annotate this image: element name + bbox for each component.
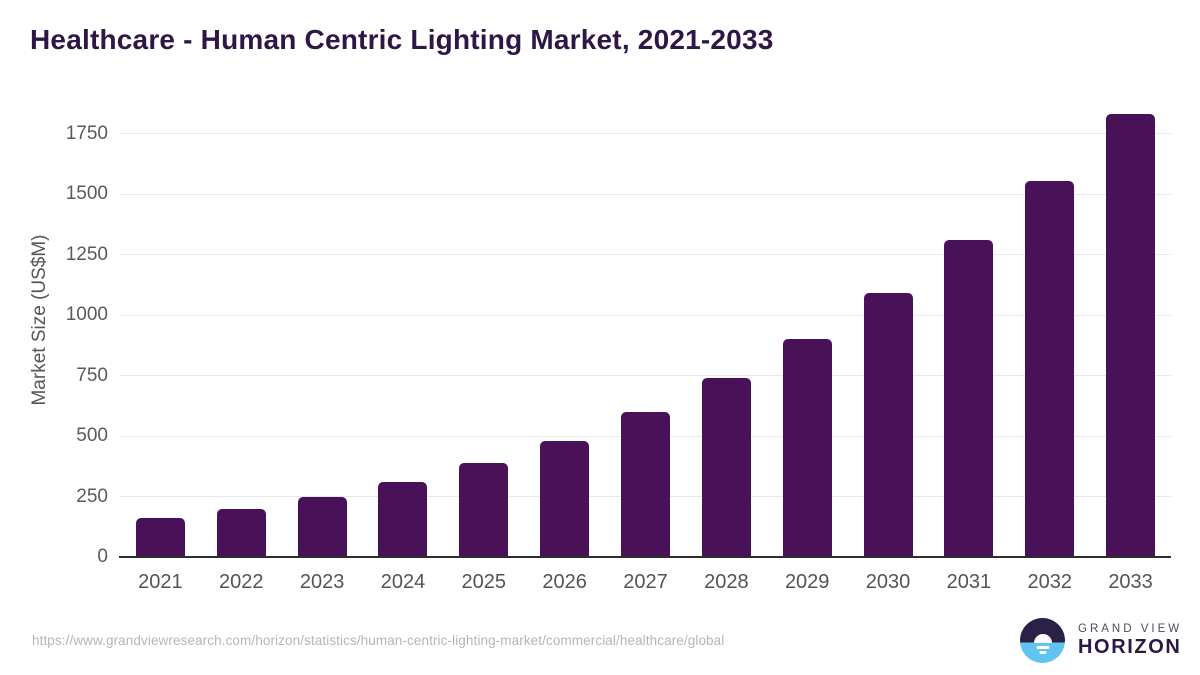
bar-2031 [944, 239, 994, 557]
sun-reflection-line [1036, 646, 1049, 649]
bar-2026 [540, 440, 590, 557]
y-tick-label-1000: 1000 [65, 304, 108, 325]
x-tick-label-2027: 2027 [623, 571, 668, 593]
gridline-750 [120, 375, 1171, 376]
y-tick-label-1500: 1500 [65, 183, 108, 204]
x-tick-label-2025: 2025 [461, 571, 507, 593]
x-tick-label-2022: 2022 [219, 571, 264, 593]
x-tick-label-2023: 2023 [299, 571, 345, 593]
y-tick-label-250: 250 [76, 485, 108, 507]
x-tick-label-2021: 2021 [138, 571, 183, 593]
gridline-1000 [120, 314, 1171, 316]
y-tick-label-500: 500 [76, 425, 108, 446]
x-tick-label-2033: 2033 [1108, 571, 1153, 593]
y-tick-label-750: 750 [76, 364, 108, 386]
x-tick-label-2024: 2024 [380, 571, 426, 593]
sun-dome-shape [1033, 634, 1052, 643]
bar-2024 [378, 481, 428, 557]
logo-text: GRAND VIEW HORIZON [1078, 623, 1182, 659]
y-tick-label-1750: 1750 [65, 122, 108, 144]
x-tick-label-2032: 2032 [1027, 571, 1072, 593]
bar-2033 [1106, 114, 1156, 557]
bar-2032 [1025, 180, 1075, 557]
bar-2027 [621, 411, 670, 557]
bar-2028 [701, 377, 751, 557]
gridline-1500 [120, 193, 1171, 195]
chart-title: Healthcare - Human Centric Lighting Mark… [30, 24, 774, 55]
bar-2021 [135, 518, 185, 557]
sun-reflection-line [1039, 651, 1046, 654]
grandview-horizon-logo: GRAND VIEW HORIZON [1020, 618, 1182, 663]
bar-2022 [216, 508, 266, 557]
x-axis-line [119, 556, 1171, 558]
x-tick-label-2028: 2028 [704, 571, 749, 593]
bar-2029 [782, 339, 832, 557]
gridline-1250 [120, 254, 1171, 255]
x-tick-label-2031: 2031 [946, 571, 992, 593]
horizon-sun-icon [1020, 618, 1065, 663]
y-tick-label-0: 0 [97, 546, 108, 567]
x-tick-label-2030: 2030 [865, 571, 911, 593]
logo-text-horizon: HORIZON [1078, 635, 1182, 658]
logo-text-grandview: GRAND VIEW [1078, 622, 1183, 635]
bar-2030 [863, 293, 913, 557]
gridline-1750 [120, 133, 1171, 134]
y-tick-label-1250: 1250 [65, 243, 108, 265]
source-url: https://www.grandviewresearch.com/horizo… [32, 633, 725, 648]
bar-2023 [297, 496, 347, 557]
bar-2025 [459, 462, 509, 557]
x-tick-label-2029: 2029 [784, 571, 830, 593]
x-tick-label-2026: 2026 [542, 571, 587, 593]
